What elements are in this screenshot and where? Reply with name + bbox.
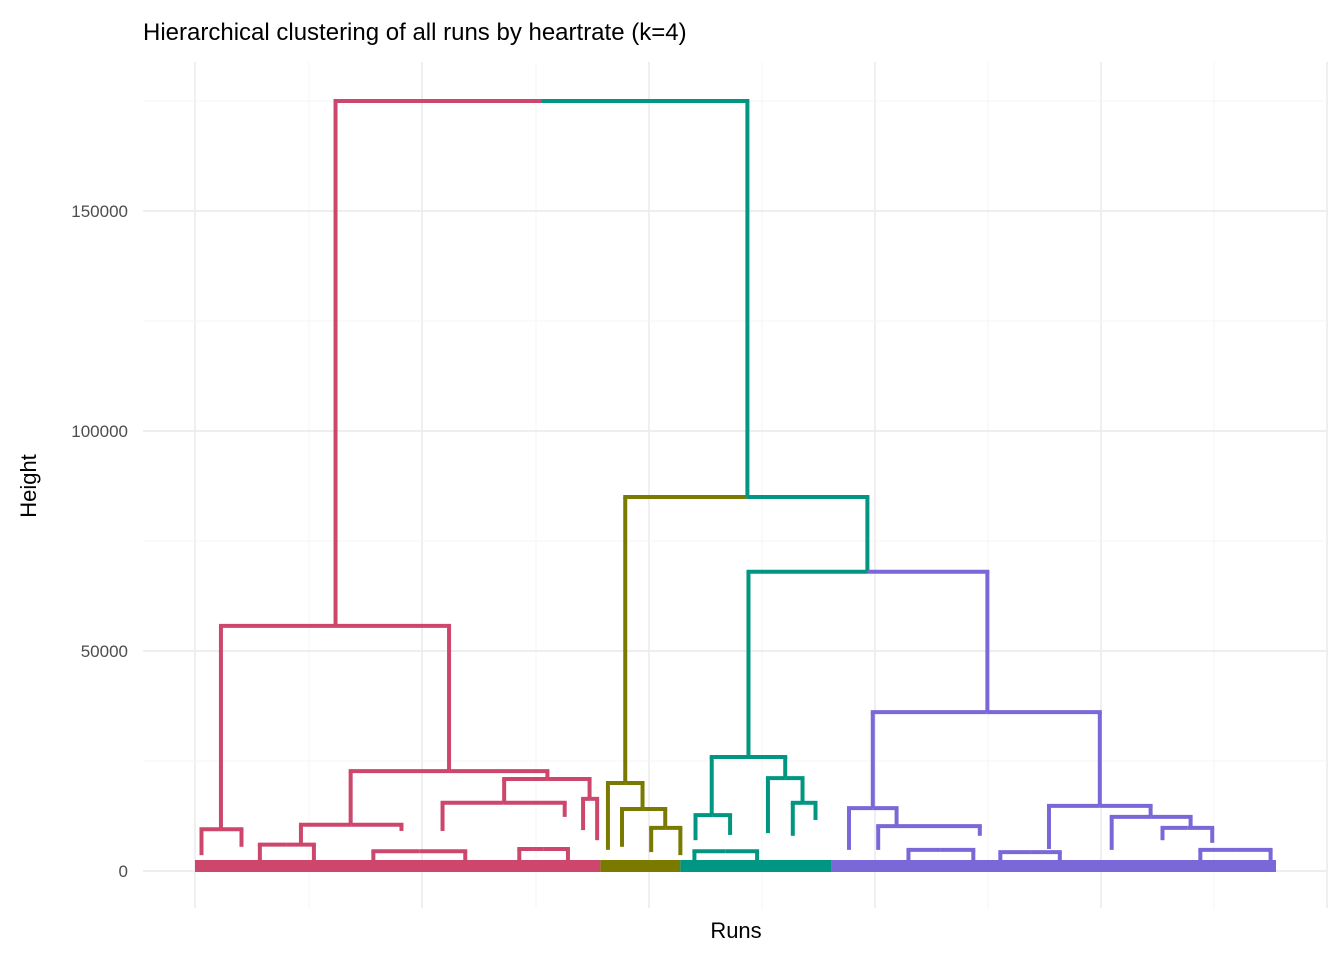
y-tick-label: 150000 bbox=[71, 202, 128, 221]
leaf-band bbox=[600, 860, 681, 872]
merge-node bbox=[218, 623, 452, 830]
merge-node bbox=[623, 495, 870, 783]
merge-node bbox=[870, 710, 1102, 809]
leaf-band bbox=[831, 860, 1276, 872]
merge-node bbox=[906, 847, 976, 860]
merge-node bbox=[1198, 847, 1273, 860]
dendrogram-branches bbox=[195, 99, 1276, 872]
leaf-band bbox=[680, 860, 832, 872]
leaf-band bbox=[195, 860, 601, 872]
y-axis-label: Height bbox=[16, 454, 41, 518]
merge-node bbox=[765, 776, 805, 834]
merge-node bbox=[333, 99, 750, 626]
merge-node bbox=[692, 849, 760, 860]
y-axis-ticks: 0 50000 100000 150000 bbox=[71, 202, 128, 881]
merge-node bbox=[257, 842, 316, 860]
y-tick-label: 50000 bbox=[81, 642, 128, 661]
merge-node bbox=[709, 755, 788, 816]
x-axis-label: Runs bbox=[710, 918, 761, 943]
merge-node bbox=[502, 777, 592, 803]
y-tick-label: 0 bbox=[119, 862, 128, 881]
merge-node bbox=[693, 813, 733, 841]
merge-node bbox=[746, 569, 990, 758]
merge-node bbox=[517, 847, 570, 860]
merge-node bbox=[298, 822, 404, 843]
merge-node bbox=[199, 827, 244, 856]
merge-node bbox=[1109, 814, 1193, 850]
merge-node bbox=[371, 849, 468, 860]
merge-node bbox=[649, 825, 683, 856]
grid bbox=[143, 62, 1328, 908]
merge-node bbox=[790, 800, 818, 836]
merge-node bbox=[998, 850, 1062, 860]
merge-node bbox=[876, 824, 982, 850]
merge-node bbox=[605, 781, 645, 850]
chart-title: Hierarchical clustering of all runs by h… bbox=[143, 19, 687, 46]
merge-node bbox=[581, 796, 600, 841]
merge-node bbox=[440, 800, 567, 831]
y-tick-label: 100000 bbox=[71, 422, 128, 441]
merge-node bbox=[619, 806, 668, 847]
merge-node bbox=[847, 806, 899, 850]
merge-node bbox=[1160, 825, 1215, 843]
merge-node bbox=[1046, 803, 1153, 849]
